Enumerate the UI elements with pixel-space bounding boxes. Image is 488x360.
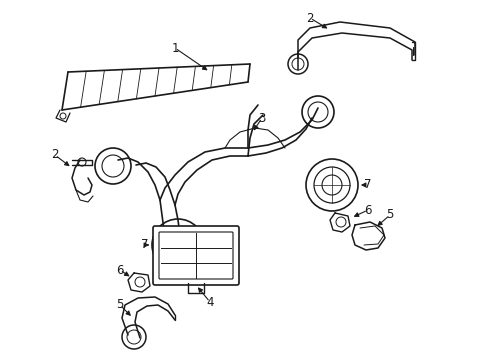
FancyBboxPatch shape bbox=[153, 226, 239, 285]
Text: 2: 2 bbox=[51, 148, 59, 162]
Text: 6: 6 bbox=[364, 203, 371, 216]
Text: 6: 6 bbox=[116, 264, 123, 276]
Text: 3: 3 bbox=[258, 112, 265, 125]
Text: 5: 5 bbox=[386, 208, 393, 221]
FancyBboxPatch shape bbox=[159, 232, 232, 279]
Text: 7: 7 bbox=[141, 238, 148, 252]
Text: 7: 7 bbox=[364, 179, 371, 192]
Text: 1: 1 bbox=[171, 41, 179, 54]
Text: 4: 4 bbox=[206, 296, 213, 309]
Text: 2: 2 bbox=[305, 12, 313, 24]
Text: 5: 5 bbox=[116, 298, 123, 311]
